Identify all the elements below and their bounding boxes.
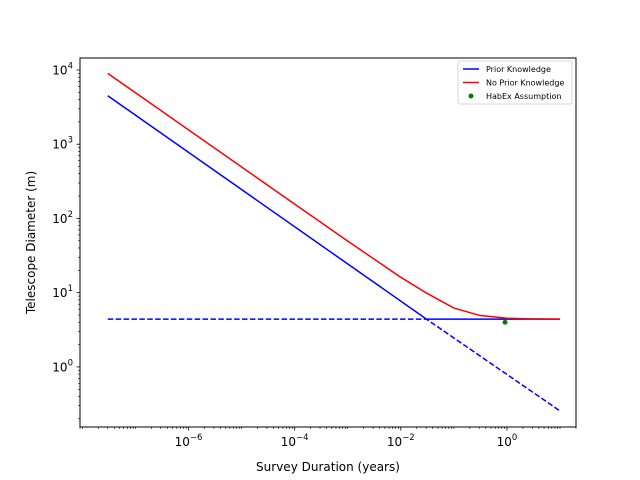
legend-label: No Prior Knowledge — [486, 79, 564, 88]
legend-label: Prior Knowledge — [486, 65, 551, 74]
axes-frame — [79, 57, 577, 428]
y-axis: 100 101 102 103 104 — [52, 61, 80, 420]
legend: Prior Knowledge No Prior Knowledge HabEx A… — [457, 60, 573, 105]
legend-swatch-marker — [468, 93, 474, 99]
x-tick-label: 10−6 — [175, 433, 203, 449]
x-tick-label: 10−2 — [387, 433, 415, 449]
y-tick-label: 100 — [52, 358, 73, 374]
x-tick-label: 100 — [497, 433, 518, 449]
y-tick-label: 101 — [52, 284, 73, 300]
legend-box — [457, 60, 573, 105]
x-axis: 10−6 10−4 10−2 100 — [79, 427, 577, 449]
plot-area — [107, 72, 561, 412]
y-tick-label: 104 — [52, 61, 73, 77]
series-line-prior-knowledge — [107, 95, 561, 320]
series-line-dashed-2 — [107, 318, 561, 412]
x-axis-label: Survey Duration (years) — [256, 460, 400, 474]
y-tick-label: 102 — [52, 210, 73, 226]
x-tick-label: 10−4 — [281, 433, 309, 449]
series-point-habex — [502, 319, 508, 325]
series-line-no-prior-knowledge — [107, 72, 561, 320]
y-axis-label: Telescope Diameter (m) — [24, 171, 38, 315]
y-tick-label: 103 — [52, 136, 73, 152]
legend-label: HabEx Assumption — [486, 92, 561, 101]
